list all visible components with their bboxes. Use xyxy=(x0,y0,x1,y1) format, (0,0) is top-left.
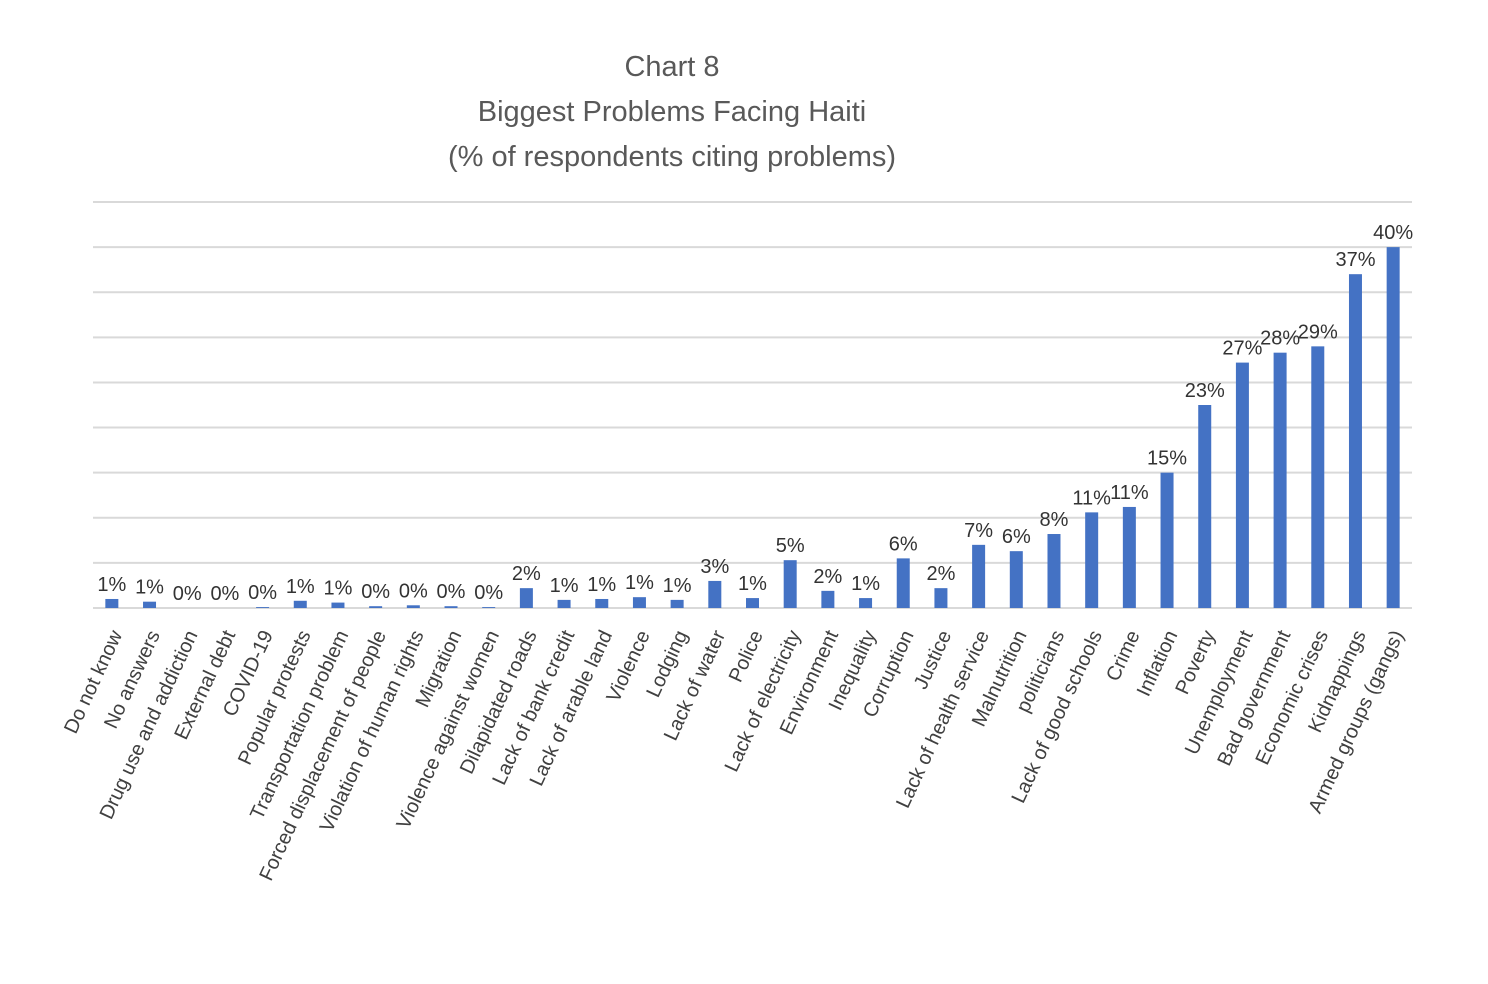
bar xyxy=(708,580,722,608)
bar xyxy=(1122,506,1136,608)
bar xyxy=(1009,551,1023,608)
bar xyxy=(143,601,157,608)
bar xyxy=(444,606,458,608)
x-tick-label: Crime xyxy=(1102,627,1144,685)
data-label: 0% xyxy=(437,581,466,603)
bar xyxy=(1235,362,1249,608)
chart-title: (% of respondents citing problems) xyxy=(448,141,896,173)
data-label: 1% xyxy=(851,573,880,595)
data-label: 27% xyxy=(1222,338,1262,360)
data-label: 6% xyxy=(889,533,918,555)
data-label: 11% xyxy=(1072,487,1111,509)
bar xyxy=(293,600,307,608)
data-label: 6% xyxy=(1002,526,1031,548)
bar xyxy=(1311,346,1325,608)
bar xyxy=(105,598,119,608)
data-label: 29% xyxy=(1298,321,1338,343)
data-label: 1% xyxy=(738,573,767,595)
chart-title: Biggest Problems Facing Haiti xyxy=(478,96,866,128)
bar xyxy=(1198,405,1212,608)
bar xyxy=(896,558,910,608)
data-label: 1% xyxy=(625,572,654,594)
bar xyxy=(1386,247,1400,608)
data-label: 15% xyxy=(1147,448,1187,470)
bar xyxy=(670,599,684,608)
data-label: 0% xyxy=(361,581,390,603)
data-label: 3% xyxy=(700,556,729,578)
data-label: 28% xyxy=(1260,328,1300,350)
data-label: 1% xyxy=(286,576,315,598)
bar xyxy=(746,598,759,608)
data-label: 0% xyxy=(248,582,277,604)
data-label: 0% xyxy=(210,583,239,605)
data-label: 1% xyxy=(97,574,126,596)
bar xyxy=(369,606,383,608)
bar xyxy=(821,590,835,608)
bar xyxy=(256,607,270,608)
data-label: 23% xyxy=(1185,380,1225,402)
bar xyxy=(482,607,496,608)
data-label: 1% xyxy=(550,575,579,597)
bar xyxy=(934,588,948,608)
bar xyxy=(632,597,646,608)
data-label: 5% xyxy=(776,535,805,557)
data-label: 1% xyxy=(663,575,692,597)
data-label: 1% xyxy=(324,578,353,600)
bar xyxy=(557,599,571,608)
data-label: 2% xyxy=(512,563,541,585)
bar xyxy=(406,605,420,608)
data-label: 11% xyxy=(1110,482,1149,504)
data-label: 37% xyxy=(1335,249,1375,271)
data-label: 40% xyxy=(1373,222,1413,244)
bar xyxy=(972,544,986,608)
data-label: 2% xyxy=(926,563,955,585)
bar xyxy=(859,598,873,608)
chart-title: Chart 8 xyxy=(624,51,719,83)
data-label: 0% xyxy=(173,583,202,605)
data-label: 0% xyxy=(399,580,428,602)
data-label: 7% xyxy=(964,520,993,542)
data-label: 2% xyxy=(813,566,842,588)
bar xyxy=(1047,534,1061,608)
bar xyxy=(1085,512,1099,608)
data-label: 8% xyxy=(1040,509,1069,531)
bar xyxy=(783,560,797,608)
data-label: 1% xyxy=(135,577,164,599)
data-label: 0% xyxy=(474,582,503,604)
bar xyxy=(1348,274,1362,608)
bar xyxy=(1160,472,1174,608)
data-label: 1% xyxy=(587,574,616,596)
bar xyxy=(1273,352,1287,608)
bar xyxy=(595,598,609,608)
bar xyxy=(331,602,345,608)
bar xyxy=(519,588,533,608)
